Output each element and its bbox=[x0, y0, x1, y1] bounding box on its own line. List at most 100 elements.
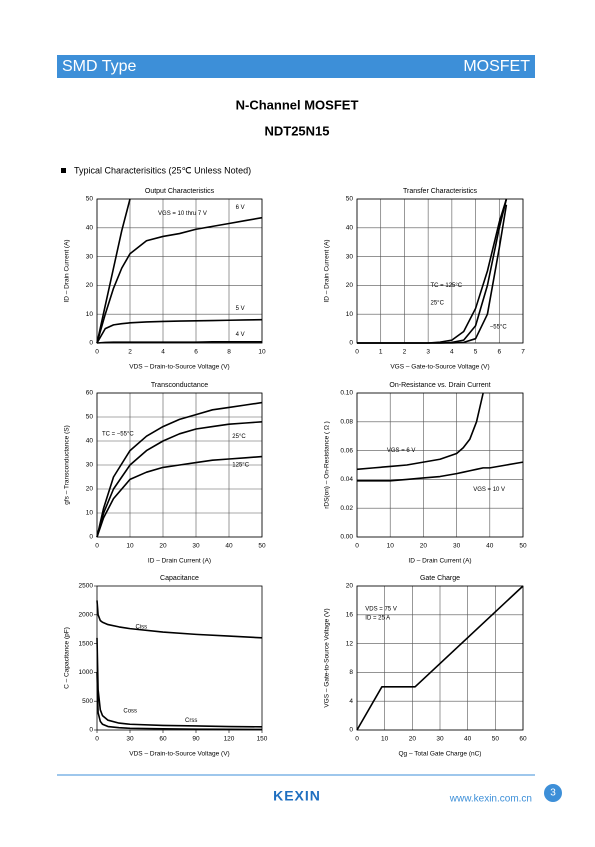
curve bbox=[356, 392, 484, 471]
plot-frame bbox=[356, 198, 524, 344]
y-tick-label: 8 bbox=[349, 669, 353, 676]
y-tick-label: 0 bbox=[89, 340, 93, 347]
chart-title: Output Characteristics bbox=[145, 188, 215, 195]
x-tick-label: 30 bbox=[453, 543, 461, 550]
x-tick-label: 2 bbox=[403, 349, 407, 356]
y-tick-label: 20 bbox=[86, 282, 94, 289]
x-tick-label: 40 bbox=[464, 736, 472, 743]
y-axis-label: rDS(on) – On-Resistance ( Ω ) bbox=[324, 421, 331, 509]
y-tick-label: 10 bbox=[86, 510, 94, 517]
chart-title: Transconductance bbox=[151, 382, 208, 389]
series-label: 5 V bbox=[236, 306, 245, 312]
x-tick-label: 50 bbox=[258, 543, 266, 550]
x-tick-label: 5 bbox=[474, 349, 478, 356]
x-tick-label: 4 bbox=[450, 349, 454, 356]
x-tick-label: 0 bbox=[355, 736, 359, 743]
y-tick-label: 0.04 bbox=[340, 476, 353, 483]
y-tick-label: 40 bbox=[86, 438, 94, 445]
y-tick-label: 1000 bbox=[79, 669, 94, 676]
x-tick-label: 60 bbox=[519, 736, 527, 743]
y-tick-label: 500 bbox=[82, 698, 93, 705]
y-tick-label: 1500 bbox=[79, 640, 94, 647]
x-tick-label: 10 bbox=[381, 736, 389, 743]
annotation: ID = 25 A bbox=[365, 615, 390, 621]
x-tick-label: 40 bbox=[225, 543, 233, 550]
x-tick-label: 3 bbox=[426, 349, 430, 356]
y-tick-label: 0.06 bbox=[340, 447, 353, 454]
x-tick-label: 20 bbox=[420, 543, 428, 550]
plot-frame bbox=[96, 585, 263, 731]
y-tick-label: 16 bbox=[346, 612, 354, 619]
header-left: SMD Type bbox=[62, 58, 137, 75]
curve bbox=[96, 600, 263, 639]
y-tick-label: 40 bbox=[86, 225, 94, 232]
chart-title: Transfer Characteristics bbox=[403, 188, 478, 195]
plot-frame bbox=[356, 392, 524, 538]
curve bbox=[96, 318, 263, 344]
x-axis-label: Qg – Total Gate Charge (nC) bbox=[399, 751, 482, 758]
y-tick-label: 50 bbox=[86, 196, 94, 203]
y-axis-label: VGS – Gate-to-Source Voltage (V) bbox=[324, 608, 331, 707]
x-tick-label: 0 bbox=[355, 543, 359, 550]
page-badge bbox=[544, 784, 562, 802]
x-tick-label: 8 bbox=[227, 349, 231, 356]
chart-title: Gate Charge bbox=[420, 575, 460, 582]
y-axis-label: C – Capacitance (pF) bbox=[64, 627, 71, 689]
x-tick-label: 0 bbox=[355, 349, 359, 356]
y-tick-label: 0.02 bbox=[340, 505, 353, 512]
x-tick-label: 50 bbox=[519, 543, 527, 550]
page-number: 3 bbox=[550, 788, 556, 799]
y-tick-label: 50 bbox=[86, 414, 94, 421]
series-label: 25°C bbox=[431, 300, 445, 306]
doc-title: N-Channel MOSFET bbox=[236, 97, 359, 112]
x-tick-label: 0 bbox=[95, 736, 99, 743]
x-tick-label: 0 bbox=[95, 349, 99, 356]
header-bar bbox=[57, 55, 535, 78]
section-title: Typical Characterisitics (25℃ Unless Not… bbox=[74, 165, 251, 175]
y-axis-label: ID – Drain Current (A) bbox=[324, 239, 331, 302]
x-tick-label: 10 bbox=[126, 543, 134, 550]
y-tick-label: 20 bbox=[346, 583, 354, 590]
series-label: TC = 125°C bbox=[431, 283, 463, 289]
x-tick-label: 20 bbox=[409, 736, 417, 743]
annotation: VDS = 75 V bbox=[365, 607, 397, 613]
x-tick-label: 10 bbox=[258, 349, 266, 356]
y-tick-label: 0 bbox=[89, 534, 93, 541]
y-tick-label: 10 bbox=[346, 311, 354, 318]
y-tick-label: 2000 bbox=[79, 612, 94, 619]
series-label: Ciss bbox=[136, 624, 148, 630]
x-tick-label: 120 bbox=[224, 736, 235, 743]
curve bbox=[96, 637, 263, 728]
curve bbox=[96, 421, 263, 538]
y-tick-label: 40 bbox=[346, 225, 354, 232]
y-tick-label: 60 bbox=[86, 390, 94, 397]
curve bbox=[357, 461, 524, 482]
y-tick-label: 20 bbox=[346, 282, 354, 289]
y-tick-label: 0.00 bbox=[340, 534, 353, 541]
plot-frame bbox=[96, 198, 263, 344]
x-tick-label: 30 bbox=[436, 736, 444, 743]
plot-frame bbox=[356, 585, 524, 731]
y-tick-label: 10 bbox=[86, 311, 94, 318]
y-axis-label: gfs – Transconductance (S) bbox=[64, 425, 71, 505]
x-tick-label: 1 bbox=[379, 349, 383, 356]
footer-url: www.kexin.com.cn bbox=[449, 794, 532, 805]
y-tick-label: 30 bbox=[86, 462, 94, 469]
series-label: 25°C bbox=[232, 434, 246, 440]
x-tick-label: 40 bbox=[486, 543, 494, 550]
y-tick-label: 0 bbox=[349, 727, 353, 734]
series-label: −55°C bbox=[490, 325, 508, 331]
y-tick-label: 0.10 bbox=[340, 390, 353, 397]
x-tick-label: 30 bbox=[192, 543, 200, 550]
x-tick-label: 6 bbox=[194, 349, 198, 356]
series-label: TC = −55°C bbox=[102, 431, 134, 437]
curve bbox=[96, 672, 263, 731]
x-axis-label: VDS – Drain-to-Source Voltage (V) bbox=[129, 364, 229, 371]
curve bbox=[356, 585, 524, 731]
x-axis-label: VDS – Drain-to-Source Voltage (V) bbox=[129, 751, 229, 758]
x-tick-label: 7 bbox=[521, 349, 525, 356]
bullet bbox=[61, 168, 66, 173]
x-tick-label: 6 bbox=[497, 349, 501, 356]
y-tick-label: 12 bbox=[346, 640, 354, 647]
